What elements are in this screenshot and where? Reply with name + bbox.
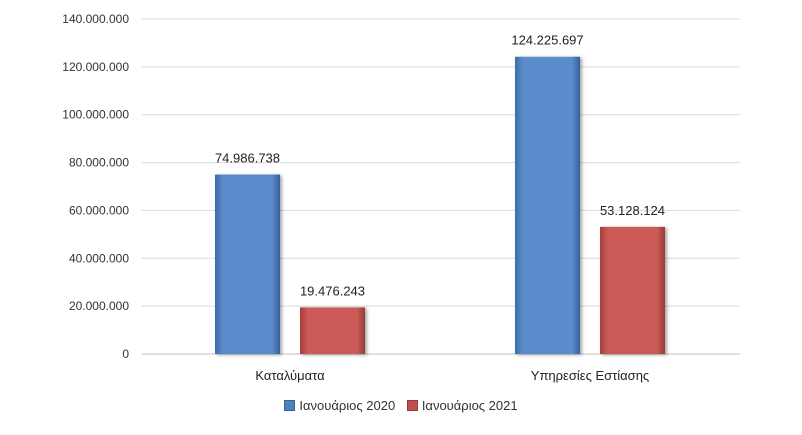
data-label-series-1-2: 124.225.697 — [511, 33, 583, 48]
x-category-label: Υπηρεσίες Εστίασης — [531, 368, 649, 383]
bar-series-1-2 — [515, 56, 580, 354]
legend-label-series-2: Ιανουάριος 2021 — [421, 398, 518, 413]
legend-swatch-series-1 — [284, 400, 296, 411]
data-label-series-1-1: 74.986.738 — [215, 151, 280, 166]
y-tick-label: 20.000.000 — [69, 299, 129, 313]
chart-legend: Ιανουάριος 2020 Ιανουάριος 2021 — [0, 398, 802, 414]
bar-series-2-1 — [300, 307, 365, 354]
y-tick-label: 0 — [122, 347, 129, 361]
y-tick-label: 80.000.000 — [69, 156, 129, 170]
legend-label-series-1: Ιανουάριος 2020 — [299, 398, 396, 413]
data-label-series-2-2: 53.128.124 — [600, 203, 665, 218]
legend-swatch-series-2 — [406, 400, 418, 411]
y-tick-label: 100.000.000 — [62, 108, 129, 122]
y-tick-label: 60.000.000 — [69, 203, 129, 217]
y-tick-label: 40.000.000 — [69, 251, 129, 265]
y-tick-label: 140.000.000 — [62, 12, 129, 26]
legend-item-series-2: Ιανουάριος 2021 — [406, 398, 518, 413]
y-tick-label: 120.000.000 — [62, 60, 129, 74]
bar-series-2-2 — [600, 226, 665, 354]
legend-item-series-1: Ιανουάριος 2020 — [284, 398, 395, 413]
data-label-series-2-1: 19.476.243 — [300, 283, 365, 298]
x-category-label: Καταλύματα — [255, 368, 325, 383]
bar-series-1-1 — [215, 174, 280, 354]
